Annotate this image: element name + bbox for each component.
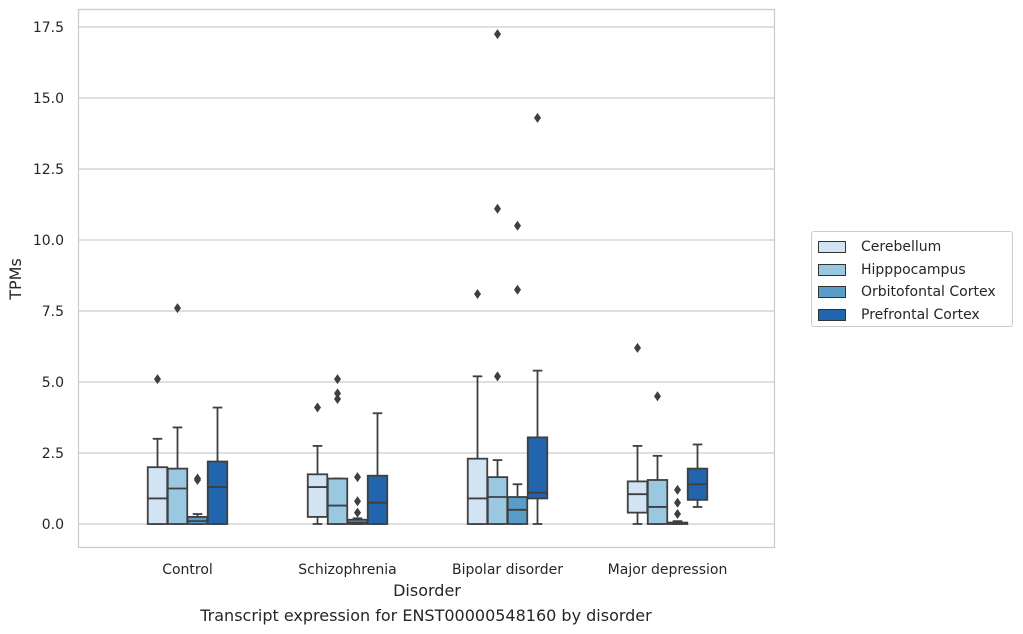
- outlier-point: [674, 509, 681, 520]
- box-3-1: [186, 473, 209, 525]
- box: [626, 480, 649, 514]
- box-4-1: [206, 406, 229, 525]
- legend-item: Prefrontal Cortex: [818, 304, 1006, 327]
- outlier-point: [174, 303, 181, 314]
- y-tick-label: 7.5: [42, 304, 64, 320]
- outlier-point: [334, 394, 341, 405]
- outlier-point: [334, 374, 341, 385]
- box: [526, 436, 549, 500]
- box: [306, 473, 329, 518]
- box: [486, 476, 509, 525]
- box-3-4: [666, 484, 689, 525]
- outlier-point: [494, 203, 501, 214]
- legend-swatch: [818, 241, 846, 254]
- legend-label: Hipppocampus: [861, 261, 966, 278]
- outlier-point: [194, 473, 201, 484]
- box-1-4: [626, 342, 649, 525]
- box-1-1: [146, 374, 169, 525]
- chart-caption: Transcript expression for ENST0000054816…: [200, 606, 652, 625]
- x-tick-label: Major depression: [608, 562, 728, 578]
- legend-swatch: [818, 286, 846, 299]
- x-tick-label: Schizophrenia: [298, 562, 396, 578]
- outlier-point: [354, 472, 361, 483]
- y-tick-label: 17.5: [33, 20, 64, 36]
- box-1-2: [306, 402, 329, 525]
- legend-item: Orbitofontal Cortex: [818, 281, 1006, 304]
- x-tick-labels: Control Schizophrenia Bipolar disorder Majo…: [162, 562, 727, 578]
- legend-label: Prefrontal Cortex: [861, 306, 980, 323]
- box: [466, 457, 489, 525]
- outlier-point: [514, 284, 521, 295]
- outlier-point: [674, 497, 681, 508]
- legend-label: Orbitofontal Cortex: [861, 284, 996, 301]
- y-tick-label: 2.5: [42, 446, 64, 462]
- plot-frame: [77, 8, 776, 549]
- box: [166, 467, 189, 525]
- outlier-point: [634, 342, 641, 353]
- y-axis-title: TPMs: [6, 258, 25, 301]
- legend-swatch: [818, 263, 846, 276]
- outlier-point: [534, 112, 541, 123]
- outlier-point: [494, 29, 501, 40]
- y-tick-label: 10.0: [33, 233, 64, 249]
- outlier-point: [654, 391, 661, 402]
- x-tick-label: Bipolar disorder: [452, 562, 563, 578]
- box: [206, 460, 229, 525]
- outlier-point: [494, 371, 501, 382]
- box-2-4: [646, 391, 669, 525]
- box-2-2: [326, 374, 349, 525]
- box: [366, 474, 389, 525]
- box-2-1: [166, 303, 189, 525]
- box-1-3: [466, 288, 489, 525]
- box: [646, 479, 669, 525]
- gridlines: [78, 26, 775, 525]
- box: [146, 466, 169, 525]
- y-tick-label: 0.0: [42, 517, 64, 533]
- outlier-point: [354, 496, 361, 507]
- outlier-point: [514, 220, 521, 231]
- outlier-point: [154, 374, 161, 385]
- box-4-2: [366, 412, 389, 525]
- y-tick-labels: 0.0 2.5 5.0 7.5 10.0 12.5 15.0 17.5: [33, 20, 64, 533]
- box-plot-marks: [146, 29, 709, 525]
- box: [326, 477, 349, 525]
- x-tick-label: Control: [162, 562, 213, 578]
- y-tick-label: 12.5: [33, 162, 64, 178]
- outlier-point: [674, 484, 681, 495]
- box-4-4: [686, 443, 709, 508]
- box-4-3: [526, 112, 549, 525]
- box-3-2: [346, 472, 369, 525]
- x-axis-title: Disorder: [393, 581, 461, 600]
- legend: Cerebellum Hipppocampus Orbitofontal Corte…: [811, 231, 1013, 327]
- y-tick-label: 15.0: [33, 91, 64, 107]
- legend-label: Cerebellum: [861, 239, 942, 256]
- box-2-3: [486, 29, 509, 525]
- y-tick-label: 5.0: [42, 375, 64, 391]
- outlier-point: [474, 288, 481, 299]
- outlier-point: [314, 402, 321, 413]
- outlier-point: [334, 388, 341, 399]
- legend-swatch: [818, 308, 846, 321]
- box-3-3: [506, 220, 529, 525]
- outlier-point: [354, 507, 361, 518]
- legend-item: Hipppocampus: [818, 259, 1006, 282]
- legend-item: Cerebellum: [818, 236, 1006, 259]
